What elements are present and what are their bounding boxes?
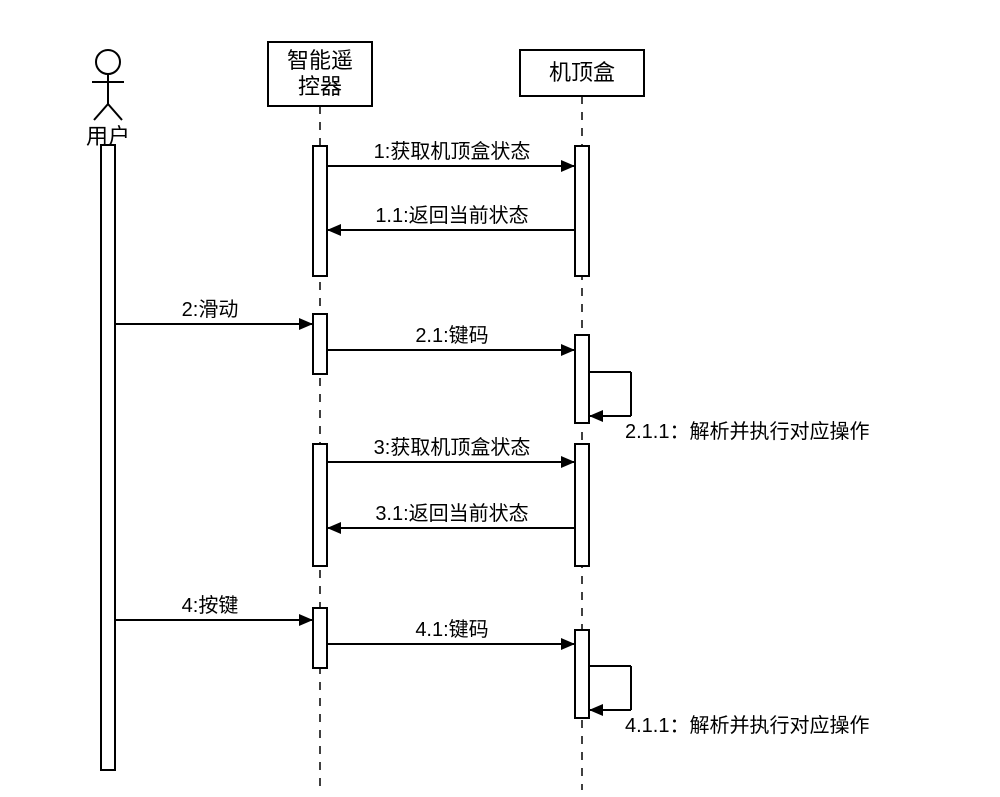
message-m3-label: 3:获取机顶盒状态 <box>374 436 531 459</box>
lifeline-remote-label-1: 智能遥 <box>287 48 353 73</box>
activation-stb-7 <box>575 630 589 718</box>
message-m1-label: 1:获取机顶盒状态 <box>374 140 531 163</box>
selfcall-s211-label: 2.1.1：解析并执行对应操作 <box>625 420 869 443</box>
activation-remote-6 <box>313 608 327 668</box>
activation-stb-5 <box>575 444 589 566</box>
activation-remote-4 <box>313 444 327 566</box>
sequence-diagram: 用户智能遥控器机顶盒1:获取机顶盒状态1.1:返回当前状态2:滑动2.1:键码3… <box>0 0 1000 797</box>
canvas-bg <box>0 0 1000 797</box>
message-m41-label: 4.1:键码 <box>415 618 488 641</box>
activation-stb-3 <box>575 335 589 423</box>
activation-remote-0 <box>313 146 327 276</box>
message-m31-label: 3.1:返回当前状态 <box>375 502 528 525</box>
message-m4-label: 4:按键 <box>182 594 239 617</box>
message-m21-label: 2.1:键码 <box>415 324 488 347</box>
lifeline-remote-label-2: 控器 <box>298 74 342 99</box>
lifeline-user-bar <box>101 145 115 770</box>
lifeline-stb-label: 机顶盒 <box>549 60 615 85</box>
activation-remote-2 <box>313 314 327 374</box>
message-m2-label: 2:滑动 <box>182 298 239 321</box>
activation-stb-1 <box>575 146 589 276</box>
selfcall-s411-label: 4.1.1：解析并执行对应操作 <box>625 714 869 737</box>
message-m11-label: 1.1:返回当前状态 <box>375 204 528 227</box>
